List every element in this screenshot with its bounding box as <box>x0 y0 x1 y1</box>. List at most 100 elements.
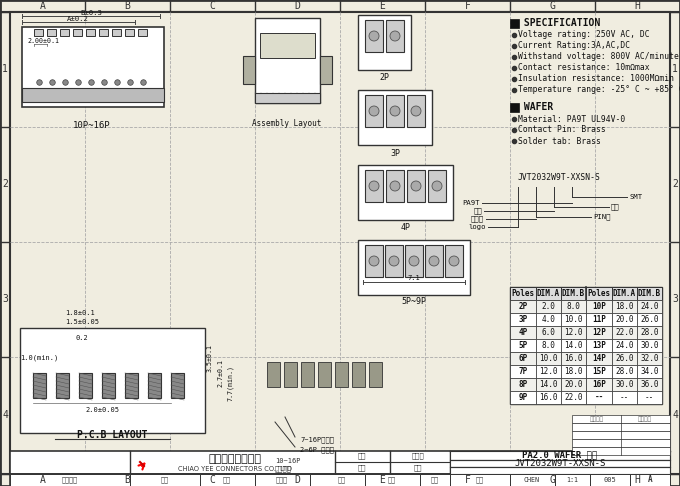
Text: 批准: 批准 <box>338 477 346 483</box>
Circle shape <box>409 256 419 266</box>
Text: 标准化: 标准化 <box>276 477 288 483</box>
Circle shape <box>429 256 439 266</box>
Bar <box>200 474 255 486</box>
Text: --: -- <box>645 393 654 402</box>
Text: 2.7±0.1: 2.7±0.1 <box>217 359 223 387</box>
Bar <box>125 373 138 398</box>
Bar <box>561 378 586 391</box>
Text: 16.0: 16.0 <box>564 354 583 363</box>
Bar <box>536 287 561 300</box>
Text: 3P: 3P <box>390 149 400 157</box>
Bar <box>637 313 662 326</box>
Bar <box>255 474 310 486</box>
Bar <box>405 245 423 277</box>
Text: 10P~16P: 10P~16P <box>73 121 111 129</box>
Polygon shape <box>260 334 275 430</box>
Bar <box>572 447 670 455</box>
Text: 3: 3 <box>672 294 678 304</box>
Bar <box>79 373 92 398</box>
Text: 2P: 2P <box>379 73 390 83</box>
Text: WAFER: WAFER <box>518 103 554 112</box>
Text: 2.0±0.05: 2.0±0.05 <box>85 407 119 413</box>
Bar <box>536 339 561 352</box>
Text: Poles: Poles <box>511 289 534 298</box>
Bar <box>260 33 315 58</box>
Circle shape <box>411 106 421 116</box>
Text: 4.0: 4.0 <box>541 315 556 324</box>
Bar <box>60 29 69 36</box>
Circle shape <box>369 31 379 41</box>
Text: Assembly Layout: Assembly Layout <box>252 119 322 127</box>
Text: B±0.3: B±0.3 <box>80 10 102 16</box>
Bar <box>572 439 670 447</box>
Bar <box>255 93 320 103</box>
Bar <box>33 373 46 398</box>
Text: 10.0: 10.0 <box>539 354 558 363</box>
Bar <box>637 352 662 365</box>
Text: A: A <box>647 475 652 485</box>
Text: 7~16P有卡口: 7~16P有卡口 <box>300 437 334 443</box>
Text: 9P: 9P <box>518 393 528 402</box>
Bar <box>637 287 662 300</box>
Text: P.C.B LAYOUT: P.C.B LAYOUT <box>77 430 148 440</box>
Text: 22.0: 22.0 <box>564 393 583 402</box>
Bar <box>22 27 164 107</box>
Text: 005: 005 <box>604 477 616 483</box>
Bar <box>130 474 200 486</box>
Text: G: G <box>549 1 556 11</box>
Text: 乔业电子有限公司: 乔业电子有限公司 <box>209 454 262 464</box>
Text: 12.0: 12.0 <box>539 367 558 376</box>
Polygon shape <box>380 334 395 430</box>
Bar <box>428 170 446 202</box>
Text: H: H <box>634 475 641 485</box>
Bar <box>510 326 536 339</box>
Text: 12.0: 12.0 <box>564 328 583 337</box>
Bar <box>586 313 612 326</box>
Bar <box>510 378 536 391</box>
Text: 7P: 7P <box>518 367 528 376</box>
Text: B: B <box>124 1 131 11</box>
Polygon shape <box>260 417 395 430</box>
Circle shape <box>390 31 400 41</box>
Bar <box>510 313 536 326</box>
Text: 16.0: 16.0 <box>539 393 558 402</box>
Circle shape <box>369 106 379 116</box>
Bar <box>47 29 56 36</box>
Bar <box>612 287 637 300</box>
Circle shape <box>390 106 400 116</box>
Text: 2~6P 无卡口: 2~6P 无卡口 <box>300 447 334 453</box>
Bar <box>510 339 536 352</box>
Text: 8P: 8P <box>518 380 528 389</box>
Text: E: E <box>379 475 386 485</box>
Bar <box>125 29 134 36</box>
Text: 4: 4 <box>672 410 678 420</box>
Bar <box>510 287 536 300</box>
Circle shape <box>390 181 400 191</box>
Bar <box>450 467 670 474</box>
Text: 10.0: 10.0 <box>564 315 583 324</box>
Polygon shape <box>260 334 380 417</box>
Bar <box>365 245 383 277</box>
Text: 比例: 比例 <box>388 477 396 483</box>
Bar <box>386 170 404 202</box>
Bar <box>86 29 95 36</box>
Text: 3.5±0.1: 3.5±0.1 <box>207 344 213 372</box>
Text: 审核: 审核 <box>358 465 367 471</box>
Text: 22.0: 22.0 <box>615 328 634 337</box>
Text: CHEN: CHEN <box>524 477 540 483</box>
Text: 20.0: 20.0 <box>615 315 634 324</box>
Text: 批准: 批准 <box>413 465 422 471</box>
Bar <box>369 362 382 387</box>
Text: 文件人员: 文件人员 <box>62 477 78 483</box>
Bar <box>586 391 612 404</box>
Text: H: H <box>634 1 641 11</box>
Text: D: D <box>294 1 301 11</box>
Text: 10P: 10P <box>592 302 606 311</box>
Circle shape <box>449 256 459 266</box>
Bar <box>510 300 536 313</box>
Bar <box>450 460 670 467</box>
Bar <box>572 431 670 439</box>
Text: 11P: 11P <box>592 315 606 324</box>
Bar <box>34 29 43 36</box>
Text: PA2.0 WAFER 立贴: PA2.0 WAFER 立贴 <box>522 451 598 459</box>
